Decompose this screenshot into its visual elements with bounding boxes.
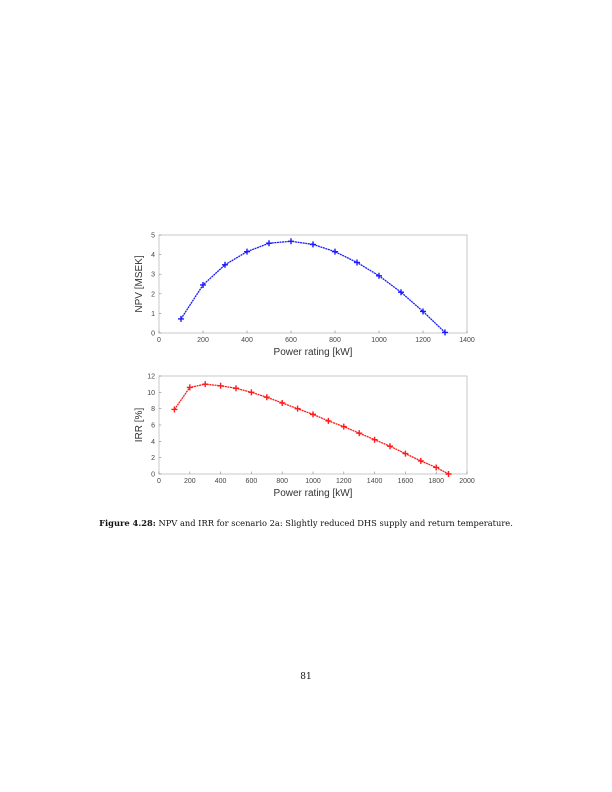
x-tick-label: 200 xyxy=(184,478,196,485)
data-point xyxy=(279,399,286,406)
data-point xyxy=(371,436,378,443)
y-tick-label: 0 xyxy=(151,472,155,479)
data-point xyxy=(420,308,426,315)
x-axis-label: Power rating [kW] xyxy=(274,347,353,358)
x-tick-label: 200 xyxy=(197,337,209,344)
x-tick-label: 600 xyxy=(246,478,258,485)
x-tick-label: 1000 xyxy=(305,478,321,485)
data-point xyxy=(233,385,239,392)
x-tick-label: 2000 xyxy=(459,478,475,485)
y-tick-label: 8 xyxy=(151,406,155,413)
x-tick-label: 400 xyxy=(215,478,227,485)
data-point xyxy=(398,289,404,296)
data-point xyxy=(244,248,250,255)
x-tick-label: 1200 xyxy=(336,478,352,485)
data-point xyxy=(310,411,316,418)
data-point xyxy=(200,281,206,288)
data-point xyxy=(217,382,224,389)
y-tick-label: 2 xyxy=(151,291,155,298)
x-tick-label: 1400 xyxy=(367,478,383,485)
data-point xyxy=(202,381,209,388)
data-point xyxy=(376,272,382,279)
page-number: 81 xyxy=(300,672,312,682)
x-axis-label: Power rating [kW] xyxy=(274,488,353,499)
y-tick-label: 4 xyxy=(151,252,155,259)
chart-1: 0 200 400 600 800 1000 1200 1400 0 1 2 3 4 5 Power rat… xyxy=(134,233,475,359)
y-tick-label: 2 xyxy=(151,455,155,462)
y-tick-label: 3 xyxy=(151,272,155,279)
x-tick-label: 1800 xyxy=(428,478,444,485)
y-tick-label: 10 xyxy=(147,390,155,397)
x-tick-label: 800 xyxy=(329,337,341,344)
chart-2: 0 200 400 600 800 1000 1200 1400 1600 1800 2000 0 2 4… xyxy=(134,374,475,500)
data-point xyxy=(445,471,452,477)
y-axis-label: NPV [MSEK] xyxy=(134,255,145,312)
data-point xyxy=(266,240,272,247)
figure-caption: Figure 4.28: NPV and IRR for scenario 2a… xyxy=(0,518,612,528)
x-tick-label: 800 xyxy=(276,478,288,485)
data-point xyxy=(356,430,363,437)
x-tick-label: 0 xyxy=(157,478,161,485)
y-tick-label: 1 xyxy=(151,311,155,318)
data-point xyxy=(178,315,184,322)
y-tick-label: 4 xyxy=(151,439,155,446)
data-point xyxy=(263,394,270,401)
data-point xyxy=(387,443,393,450)
data-point xyxy=(288,238,294,245)
x-tick-label: 600 xyxy=(285,337,297,344)
data-point xyxy=(310,241,316,248)
x-tick-label: 1600 xyxy=(398,478,414,485)
data-point xyxy=(186,384,193,391)
y-tick-label: 0 xyxy=(151,331,155,338)
y-axis-label: IRR [%] xyxy=(134,408,145,443)
data-point xyxy=(354,259,360,266)
data-point xyxy=(417,457,424,464)
data-point xyxy=(294,405,301,412)
plot-area xyxy=(158,375,468,475)
y-tick-label: 5 xyxy=(151,233,155,240)
x-tick-label: 1400 xyxy=(459,337,475,344)
plot-area xyxy=(158,234,468,334)
data-point xyxy=(222,261,228,268)
data-point xyxy=(171,406,178,413)
data-point xyxy=(248,389,255,396)
x-tick-label: 400 xyxy=(241,337,253,344)
data-point xyxy=(433,464,440,471)
data-point xyxy=(340,423,347,430)
data-point xyxy=(325,417,332,424)
y-tick-label: 12 xyxy=(147,374,155,381)
caption-text: NPV and IRR for scenario 2a: Slightly re… xyxy=(158,518,513,528)
data-point xyxy=(442,329,448,336)
data-point xyxy=(332,248,338,255)
x-tick-label: 1200 xyxy=(415,337,431,344)
caption-label: Figure 4.28: xyxy=(99,518,156,528)
y-tick-label: 6 xyxy=(151,423,155,430)
data-point xyxy=(402,450,409,457)
x-tick-label: 0 xyxy=(157,337,161,344)
x-tick-label: 1000 xyxy=(371,337,387,344)
